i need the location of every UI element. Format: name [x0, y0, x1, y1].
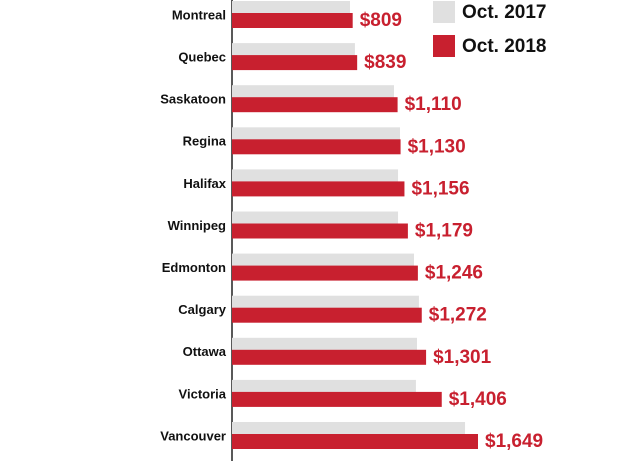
bar — [232, 169, 399, 185]
value-label: $1,406 — [449, 389, 507, 410]
value-label: $1,301 — [433, 347, 492, 368]
bar — [232, 379, 416, 395]
bar — [232, 349, 427, 365]
bar — [232, 434, 478, 449]
bar — [232, 127, 400, 143]
bar — [232, 181, 405, 197]
bar — [232, 253, 415, 269]
category-label: Calgary — [178, 302, 226, 317]
bar — [232, 97, 398, 113]
bar — [232, 55, 358, 71]
bar — [232, 422, 466, 437]
value-label: $1,130 — [408, 136, 466, 157]
bar — [232, 85, 395, 101]
value-label: $1,156 — [411, 178, 469, 199]
value-label: $809 — [360, 10, 402, 31]
category-label: Victoria — [179, 386, 227, 401]
bar — [232, 295, 419, 311]
bar — [232, 265, 418, 281]
category-label: Vancouver — [160, 428, 226, 443]
category-label: Edmonton — [162, 260, 226, 275]
bar — [232, 337, 417, 353]
bar — [232, 307, 422, 323]
bar — [232, 211, 399, 227]
value-label: $1,649 — [485, 431, 543, 452]
value-label: $839 — [364, 52, 406, 73]
bar — [232, 1, 351, 16]
category-label: Winnipeg — [168, 218, 226, 233]
bar — [232, 223, 408, 239]
value-label: $1,246 — [425, 263, 483, 284]
value-label: $1,179 — [415, 221, 473, 242]
bar — [232, 391, 442, 407]
value-label: $1,110 — [405, 94, 462, 115]
category-label: Ottawa — [183, 344, 227, 359]
value-label: $1,272 — [429, 305, 487, 326]
legend-swatch — [433, 35, 455, 57]
category-label: Quebec — [178, 50, 226, 65]
category-label: Saskatoon — [160, 92, 226, 107]
category-label: Halifax — [183, 176, 226, 191]
category-label: Regina — [183, 134, 227, 149]
bar — [232, 139, 401, 155]
bar — [232, 43, 355, 59]
bar — [232, 13, 353, 28]
legend-label: Oct. 2018 — [462, 36, 547, 57]
category-label: Montreal — [172, 7, 226, 22]
legend-label: Oct. 2017 — [462, 2, 547, 23]
legend-swatch — [433, 1, 455, 23]
